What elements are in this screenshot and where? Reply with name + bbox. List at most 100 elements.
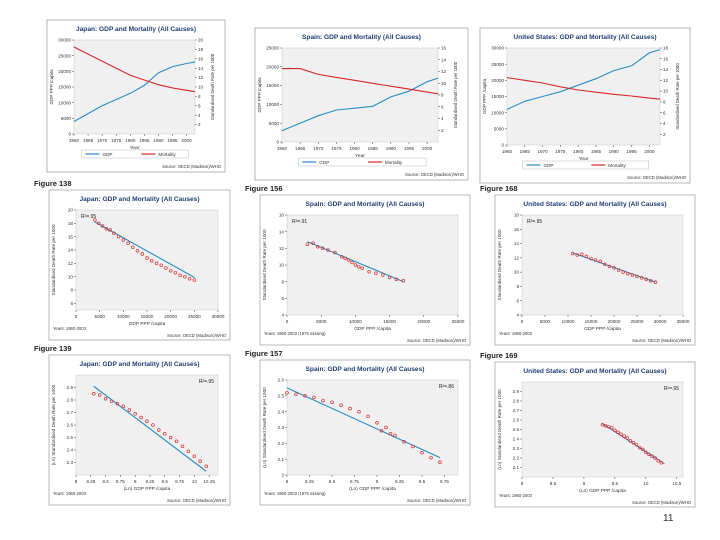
x-tick-label: 8.5	[329, 479, 336, 484]
y-tick-label: 6	[516, 298, 519, 303]
y-tick-label: 8	[281, 279, 284, 284]
y-tick-label: 0	[501, 143, 504, 148]
y-tick-label: 2.2	[513, 456, 520, 461]
data-point	[600, 423, 605, 427]
data-point	[659, 461, 664, 465]
legend-mortality-label: Mortality	[608, 163, 626, 168]
x-tick-label: 9.5	[162, 479, 169, 484]
chart-title: Spain: GDP and Mortality (All Causes)	[302, 34, 421, 41]
y2-tick-label: 8	[441, 93, 444, 98]
y2-tick-label: 20	[198, 38, 204, 43]
figure-label: Figure 156	[245, 184, 283, 193]
years-note: Years: 1960-2003	[53, 326, 87, 331]
chart-spain-ts: Spain: GDP and Mortality (All Causes) 196…	[254, 27, 469, 181]
x-tick-label: 1975	[331, 146, 342, 151]
source-note: Source: OECD (Madison)/WHO	[627, 175, 687, 180]
y-tick-label: 2.3	[513, 446, 520, 451]
figure-label: Figure 168	[480, 184, 518, 193]
data-point	[192, 454, 197, 459]
figure-label: Figure 139	[34, 344, 72, 353]
y-tick-label: 0	[276, 140, 279, 145]
y2-tick-label: 8	[663, 99, 666, 104]
y-tick-label: 2.8	[513, 399, 520, 404]
chart-japan-log: Figure 139 Japan: GDP and Mortality (All …	[34, 344, 231, 506]
data-point	[621, 270, 625, 274]
x-tick-label: 8.75	[116, 479, 125, 484]
y-tick-label: 2.8	[67, 398, 74, 403]
data-point	[178, 273, 182, 278]
data-point	[157, 428, 161, 432]
chart-title: United States: GDP and Mortality (All Ca…	[523, 368, 666, 375]
y-tick-label: 18	[514, 213, 520, 218]
data-point	[381, 273, 385, 277]
y2-axis-label: Standardised Death Rate per 1000	[675, 63, 680, 130]
data-point	[388, 432, 393, 436]
data-point	[429, 455, 433, 460]
x-tick-label: 1990	[609, 149, 620, 154]
data-point	[198, 459, 202, 464]
y-tick-label: 10	[514, 270, 520, 275]
data-point	[570, 251, 575, 256]
data-point	[168, 268, 173, 273]
data-point	[607, 264, 612, 269]
y-tick-label: 6	[281, 296, 284, 301]
x-tick-label: 2000	[181, 138, 192, 143]
y2-tick-label: 2	[198, 122, 201, 127]
data-point	[303, 394, 307, 398]
chart-title: Spain: GDP and Mortality (All Causes)	[306, 201, 425, 208]
chart-japan-ts: Japan: GDP and Mortality (All Causes) 196…	[46, 19, 226, 173]
y-tick-label: 15000	[58, 85, 71, 90]
data-point	[183, 274, 187, 279]
y-tick-label: 16	[514, 227, 520, 232]
x-tick-label: 2000	[422, 146, 433, 151]
x-axis-label: GDP PPP /capita	[584, 326, 621, 332]
x-tick-label: 9.75	[175, 479, 184, 484]
y2-tick-label: 4	[441, 116, 444, 121]
data-point	[613, 428, 617, 433]
legend-gdp-label: GDP	[103, 152, 113, 157]
x-tick-label: 20000	[608, 319, 621, 324]
y-tick-label: 2.3	[67, 460, 74, 465]
x-tick-label: 20000	[164, 314, 177, 319]
data-point	[593, 258, 598, 262]
chart-us-log: Figure 169 United States: GDP and Mortali…	[480, 351, 696, 508]
data-point	[644, 277, 648, 282]
y-axis-label: Standardised Death Rate per 1000	[262, 229, 267, 300]
x-tick-label: 1985	[591, 149, 602, 154]
y-axis-label: (Ln) Standardised Death Rate per 1000	[262, 387, 267, 468]
x-tick-label: 1985	[139, 138, 150, 143]
x-tick-label: 1990	[153, 138, 164, 143]
x-tick-label: 5000	[316, 319, 327, 324]
y-axis-label: Standardised Death Rate per 1000	[497, 229, 502, 300]
data-point	[379, 428, 384, 433]
y-tick-label: 12	[68, 261, 74, 266]
source-note: Source: OECD (Madison)/WHO	[167, 333, 227, 338]
slide-number: 11	[663, 513, 674, 524]
x-tick-label: 10	[643, 481, 649, 486]
legend-box	[81, 149, 189, 159]
data-point	[357, 409, 361, 414]
data-point	[630, 273, 635, 277]
x-tick-label: 1965	[295, 146, 306, 151]
r-squared-label: R²=.95	[199, 379, 214, 385]
y-tick-label: 2.1	[513, 465, 520, 470]
y-tick-label: 0	[68, 132, 71, 137]
x-tick-label: 1970	[97, 138, 108, 143]
y-tick-label: 30000	[491, 46, 504, 51]
data-point	[639, 276, 644, 280]
y2-tick-label: 14	[663, 67, 669, 72]
y-axis-label: (Ln) Standardised Death Rate per 1000	[51, 384, 56, 465]
y2-axis-label: Standardised Death Rate per 1000	[453, 61, 458, 128]
y2-tick-label: 8	[198, 94, 201, 99]
data-point	[634, 442, 639, 447]
data-point	[628, 439, 633, 443]
data-point	[294, 392, 298, 397]
data-point	[115, 402, 120, 406]
y-tick-label: 2.5	[513, 427, 520, 432]
years-note: Years: 1960-2003 (1976 missing)	[264, 491, 326, 496]
y2-tick-label: 18	[663, 46, 669, 51]
x-tick-label: 5000	[95, 314, 106, 319]
chart-title: United States: GDP and Mortality (All Ca…	[513, 34, 656, 41]
y-tick-label: 5000	[61, 116, 72, 121]
